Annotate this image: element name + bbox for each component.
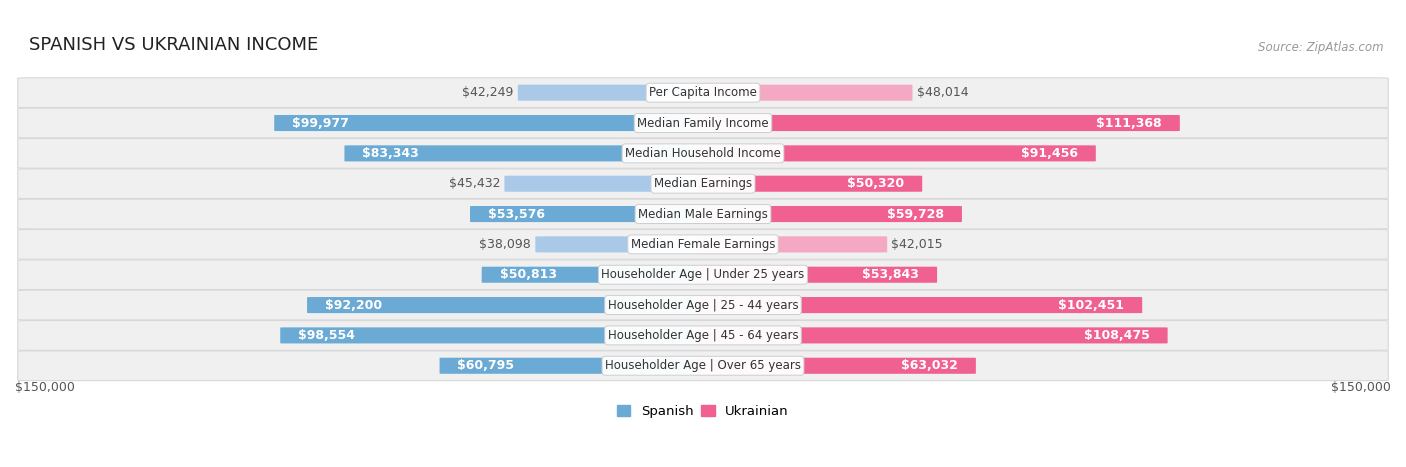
Text: Per Capita Income: Per Capita Income (650, 86, 756, 99)
Text: Median Male Earnings: Median Male Earnings (638, 207, 768, 220)
Text: $53,843: $53,843 (862, 268, 920, 281)
FancyBboxPatch shape (696, 297, 1142, 313)
FancyBboxPatch shape (344, 145, 710, 162)
Text: $98,554: $98,554 (298, 329, 356, 342)
FancyBboxPatch shape (18, 169, 1388, 198)
Text: $111,368: $111,368 (1097, 117, 1161, 129)
Text: $53,576: $53,576 (488, 207, 546, 220)
Text: Householder Age | Over 65 years: Householder Age | Over 65 years (605, 359, 801, 372)
FancyBboxPatch shape (536, 236, 710, 253)
FancyBboxPatch shape (18, 260, 1388, 290)
Text: $83,343: $83,343 (363, 147, 419, 160)
Text: Householder Age | 25 - 44 years: Householder Age | 25 - 44 years (607, 298, 799, 311)
Text: Median Household Income: Median Household Income (626, 147, 780, 160)
Text: Median Earnings: Median Earnings (654, 177, 752, 190)
FancyBboxPatch shape (18, 320, 1388, 350)
FancyBboxPatch shape (696, 206, 962, 222)
FancyBboxPatch shape (696, 327, 1167, 343)
Text: $91,456: $91,456 (1021, 147, 1078, 160)
FancyBboxPatch shape (696, 267, 936, 283)
Text: $38,098: $38,098 (479, 238, 531, 251)
FancyBboxPatch shape (505, 176, 710, 192)
Text: $102,451: $102,451 (1059, 298, 1125, 311)
FancyBboxPatch shape (307, 297, 710, 313)
Text: $42,249: $42,249 (463, 86, 513, 99)
Text: $63,032: $63,032 (901, 359, 957, 372)
FancyBboxPatch shape (18, 290, 1388, 320)
FancyBboxPatch shape (440, 358, 710, 374)
Text: Median Family Income: Median Family Income (637, 117, 769, 129)
FancyBboxPatch shape (696, 236, 887, 253)
FancyBboxPatch shape (18, 78, 1388, 107)
Text: $108,475: $108,475 (1084, 329, 1150, 342)
FancyBboxPatch shape (280, 327, 710, 343)
Text: Householder Age | 45 - 64 years: Householder Age | 45 - 64 years (607, 329, 799, 342)
Text: $92,200: $92,200 (325, 298, 382, 311)
Text: $150,000: $150,000 (1331, 381, 1391, 394)
FancyBboxPatch shape (18, 139, 1388, 168)
Legend: Spanish, Ukrainian: Spanish, Ukrainian (612, 400, 794, 423)
Text: Source: ZipAtlas.com: Source: ZipAtlas.com (1258, 41, 1384, 54)
Text: $50,320: $50,320 (848, 177, 904, 190)
FancyBboxPatch shape (18, 351, 1388, 381)
FancyBboxPatch shape (696, 85, 912, 101)
FancyBboxPatch shape (517, 85, 710, 101)
FancyBboxPatch shape (470, 206, 710, 222)
FancyBboxPatch shape (18, 229, 1388, 259)
Text: $48,014: $48,014 (917, 86, 969, 99)
Text: $99,977: $99,977 (292, 117, 349, 129)
FancyBboxPatch shape (18, 199, 1388, 229)
Text: Householder Age | Under 25 years: Householder Age | Under 25 years (602, 268, 804, 281)
FancyBboxPatch shape (696, 145, 1095, 162)
FancyBboxPatch shape (274, 115, 710, 131)
Text: $42,015: $42,015 (891, 238, 943, 251)
Text: $150,000: $150,000 (15, 381, 75, 394)
FancyBboxPatch shape (696, 115, 1180, 131)
Text: $50,813: $50,813 (499, 268, 557, 281)
Text: SPANISH VS UKRAINIAN INCOME: SPANISH VS UKRAINIAN INCOME (28, 36, 318, 54)
FancyBboxPatch shape (18, 108, 1388, 138)
Text: Median Female Earnings: Median Female Earnings (631, 238, 775, 251)
FancyBboxPatch shape (696, 176, 922, 192)
Text: $60,795: $60,795 (457, 359, 515, 372)
Text: $59,728: $59,728 (887, 207, 943, 220)
FancyBboxPatch shape (482, 267, 710, 283)
Text: $45,432: $45,432 (449, 177, 501, 190)
FancyBboxPatch shape (696, 358, 976, 374)
